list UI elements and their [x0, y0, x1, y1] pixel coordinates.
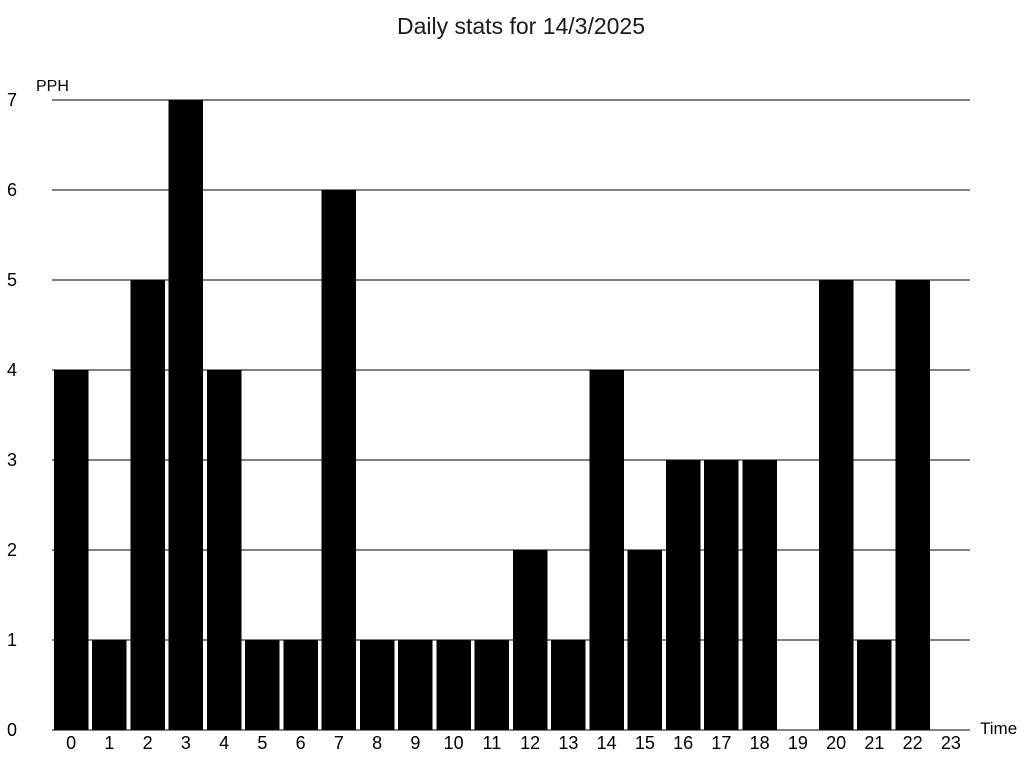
svg-text:16: 16 [673, 733, 693, 753]
svg-text:11: 11 [483, 733, 502, 753]
svg-text:7: 7 [7, 90, 17, 110]
svg-text:9: 9 [410, 733, 420, 753]
svg-text:21: 21 [864, 733, 884, 753]
svg-text:5: 5 [257, 733, 267, 753]
svg-text:18: 18 [750, 733, 770, 753]
svg-text:19: 19 [788, 733, 808, 753]
svg-text:1: 1 [104, 733, 114, 753]
svg-text:5: 5 [7, 270, 17, 290]
svg-text:2: 2 [143, 733, 153, 753]
svg-text:13: 13 [558, 733, 578, 753]
svg-text:2: 2 [7, 540, 17, 560]
svg-text:8: 8 [372, 733, 382, 753]
svg-text:6: 6 [296, 733, 306, 753]
svg-text:10: 10 [444, 733, 464, 753]
svg-text:22: 22 [903, 733, 923, 753]
svg-text:23: 23 [941, 733, 961, 753]
svg-text:3: 3 [7, 450, 17, 470]
svg-text:7: 7 [334, 733, 344, 753]
svg-text:0: 0 [7, 720, 17, 740]
svg-text:14: 14 [597, 733, 617, 753]
svg-text:3: 3 [181, 733, 191, 753]
svg-text:1: 1 [7, 630, 17, 650]
svg-text:17: 17 [711, 733, 731, 753]
svg-text:4: 4 [7, 360, 17, 380]
svg-text:20: 20 [826, 733, 846, 753]
svg-text:6: 6 [7, 180, 17, 200]
svg-text:PPH: PPH [36, 78, 69, 95]
svg-text:0: 0 [66, 733, 76, 753]
svg-text:Time: Time [980, 719, 1017, 738]
svg-text:15: 15 [635, 733, 655, 753]
svg-text:4: 4 [219, 733, 229, 753]
svg-text:12: 12 [520, 733, 540, 753]
